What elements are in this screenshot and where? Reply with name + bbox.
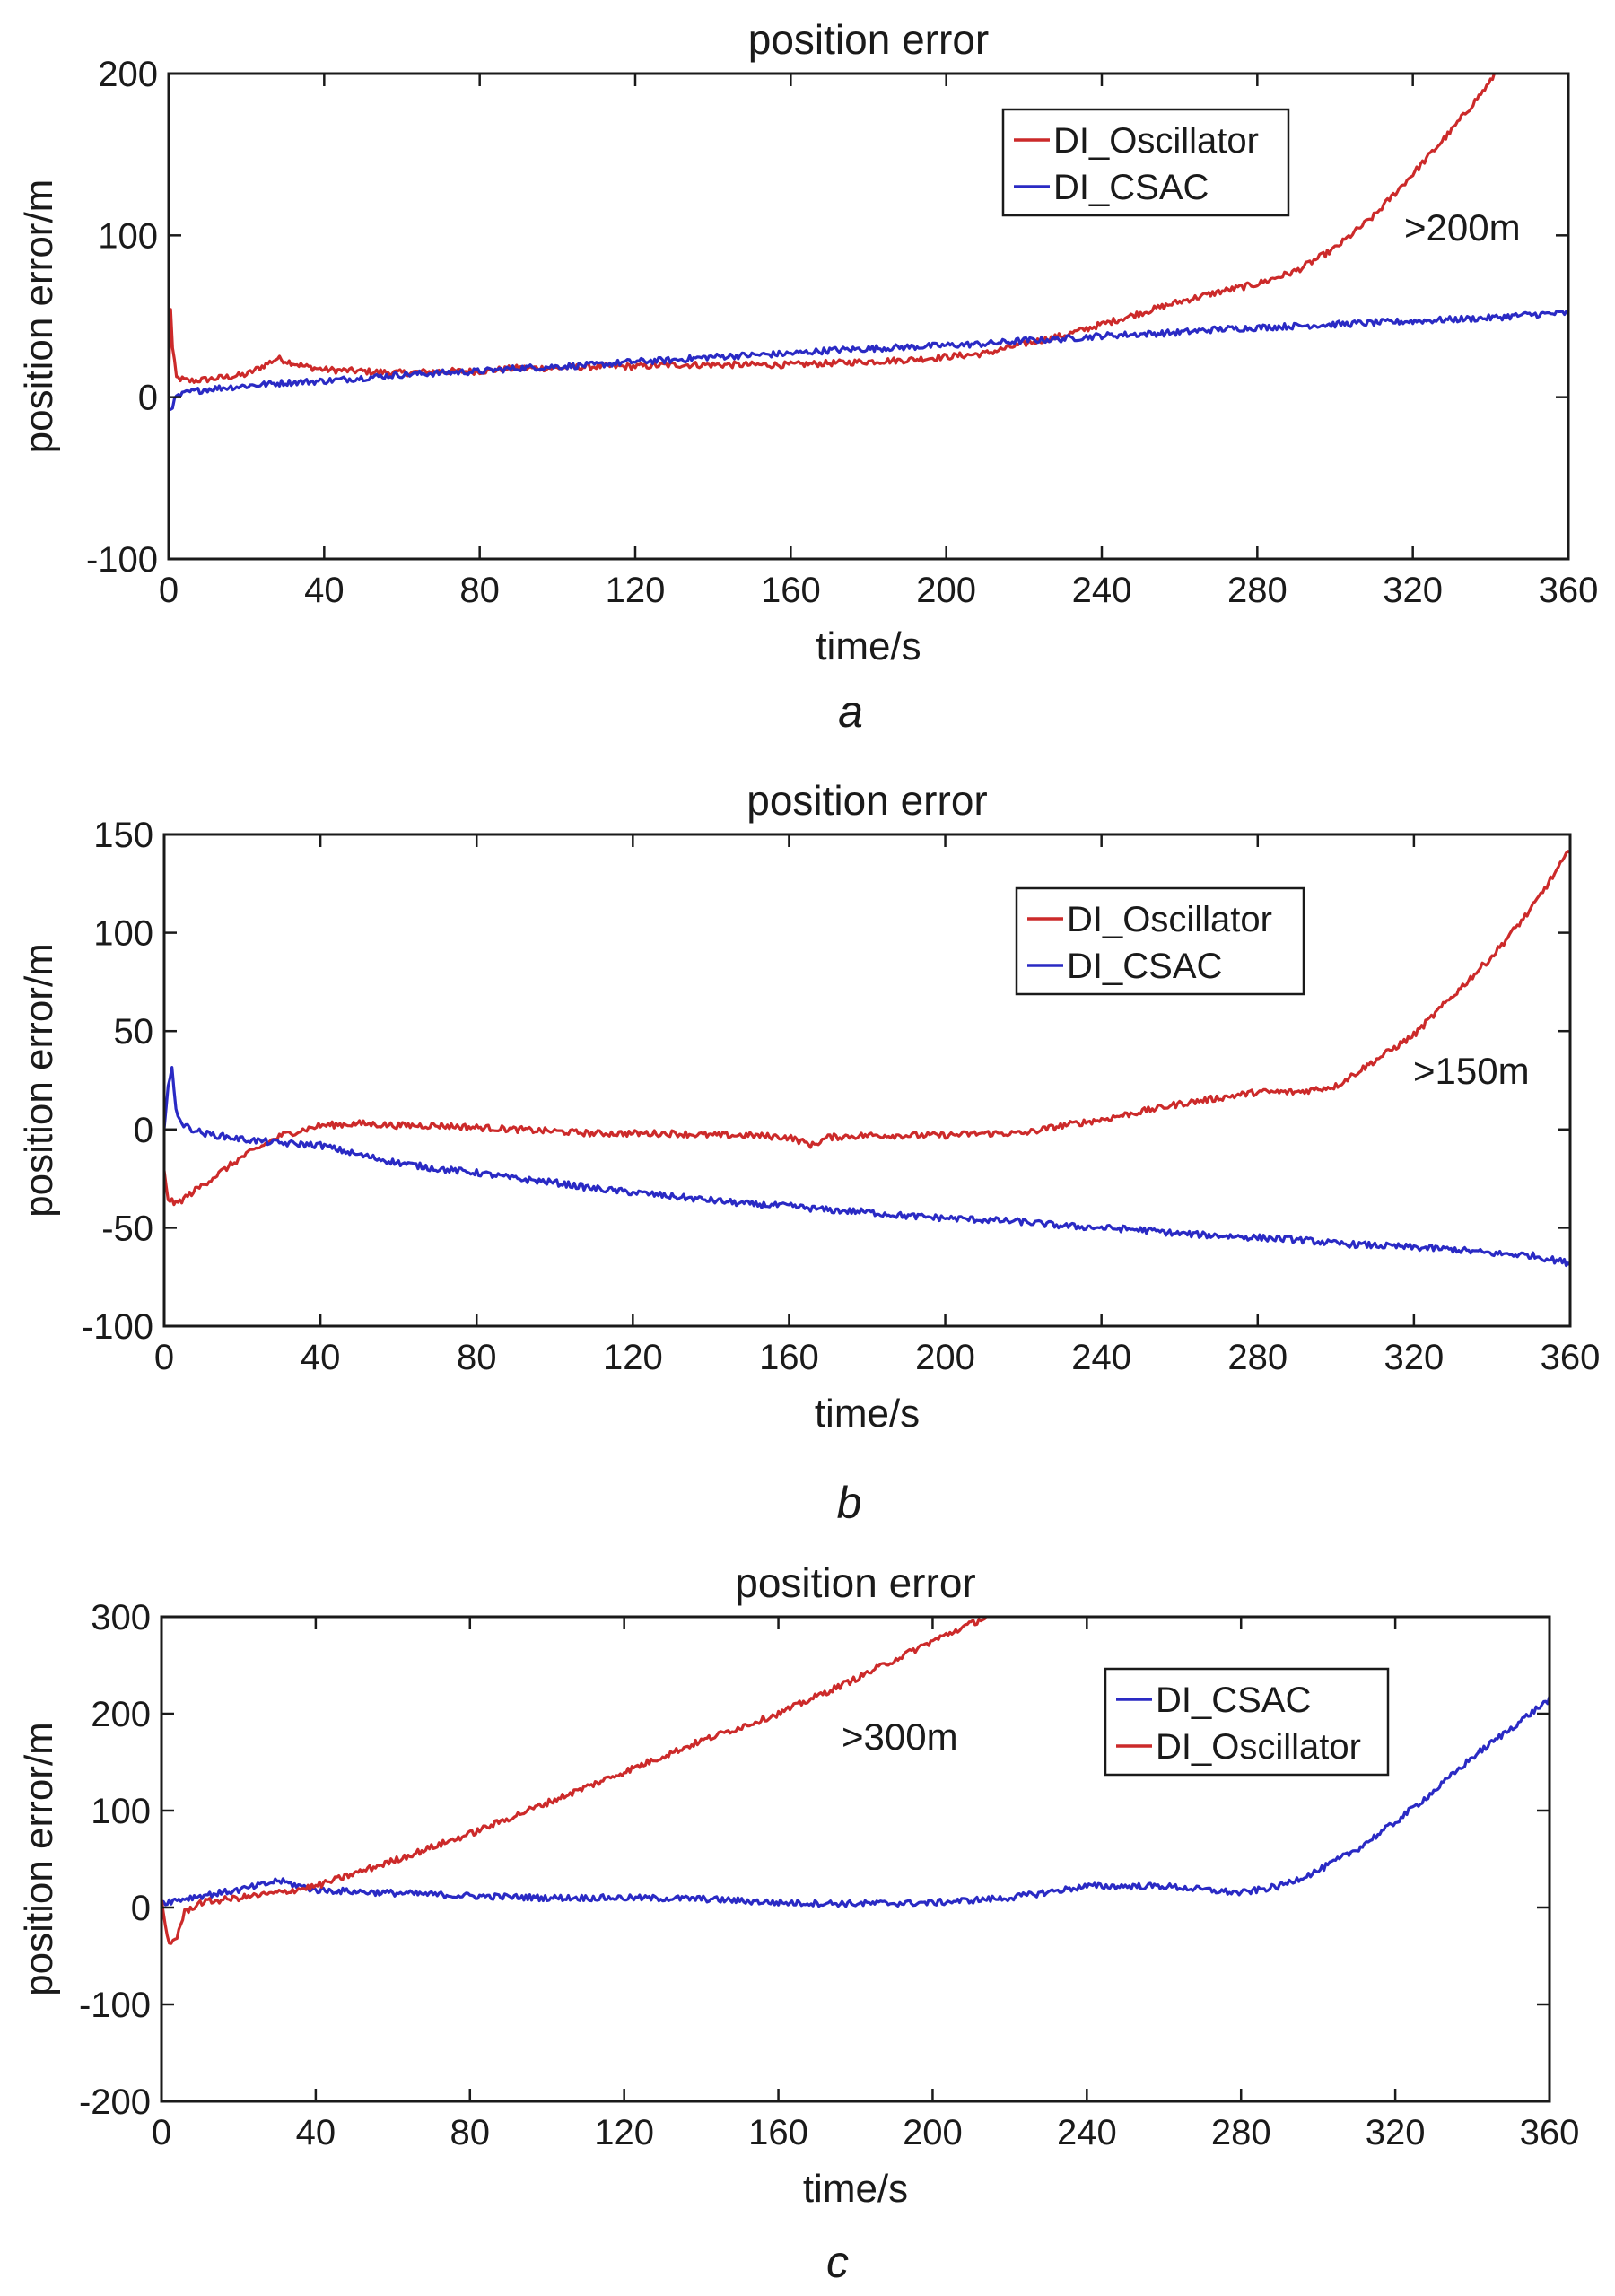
panel-label: b	[837, 1478, 862, 1528]
legend-entry: DI_Oscillator	[1067, 900, 1272, 939]
y-tick-label: 100	[98, 216, 158, 256]
x-tick-label: 320	[1383, 571, 1443, 610]
y-tick-label: 0	[134, 1111, 153, 1150]
y-tick-label: 0	[138, 379, 158, 418]
x-tick-label: 40	[296, 2113, 336, 2152]
x-tick-label: 0	[154, 1338, 174, 1377]
series-line-di-oscillator	[169, 74, 1497, 384]
y-tick-label: 300	[91, 1598, 151, 1637]
x-tick-label: 360	[1539, 571, 1599, 610]
chart-title: position error	[735, 1559, 975, 1606]
y-tick-label: 50	[114, 1012, 154, 1052]
legend: DI_Oscillator DI_CSAC	[1001, 108, 1290, 217]
panel-label: c	[826, 2237, 849, 2287]
x-tick-label: 40	[301, 1338, 341, 1377]
x-tick-label: 320	[1384, 1338, 1445, 1377]
chart-title: position error	[748, 16, 989, 63]
y-tick-label: -200	[79, 2082, 151, 2122]
legend-entry: DI_Oscillator	[1156, 1727, 1361, 1767]
legend-entry: DI_CSAC	[1156, 1681, 1311, 1720]
annotation-label: >300m	[842, 1715, 958, 1758]
series-line-di-csac	[164, 1066, 1570, 1268]
y-tick-label: -100	[79, 1986, 151, 2025]
plot-frame	[160, 1615, 1551, 2103]
annotation-label: >200m	[1404, 206, 1521, 249]
x-axis-label: time/s	[803, 2167, 908, 2211]
legend-entry: DI_Oscillator	[1053, 121, 1259, 161]
x-tick-label: 40	[304, 571, 345, 610]
y-tick-label: 200	[98, 55, 158, 94]
x-tick-label: 360	[1520, 2113, 1580, 2152]
legend: DI_CSAC DI_Oscillator	[1104, 1667, 1390, 1777]
legend: DI_Oscillator DI_CSAC	[1015, 886, 1305, 996]
x-tick-label: 80	[457, 1338, 497, 1377]
plot-frame	[162, 833, 1572, 1328]
y-tick-label: 150	[93, 816, 153, 855]
chart-panel-c: 0 40 80 120 160 200 240 280 320 360 -200 -100 0 100 20…	[17, 1559, 1579, 2287]
y-axis-label: position error/m	[17, 179, 61, 454]
panel-label: a	[838, 686, 863, 737]
y-tick-label: 100	[93, 914, 153, 954]
x-tick-label: 280	[1227, 571, 1288, 610]
series-line-di-csac	[162, 1696, 1550, 1908]
legend-box	[1001, 108, 1290, 217]
series-line-di-oscillator	[162, 1617, 988, 1945]
y-tick-label: -100	[82, 1307, 153, 1347]
chart-panel-a: 0 40 80 120 160 200 240 280 320 360-1000100200pos…	[17, 16, 1598, 737]
x-tick-label: 240	[1057, 2113, 1117, 2152]
x-tick-label: 120	[603, 1338, 663, 1377]
x-tick-label: 160	[748, 2113, 808, 2152]
x-axis-label: time/s	[816, 624, 921, 668]
x-tick-label: 280	[1227, 1338, 1288, 1377]
x-tick-label: 280	[1211, 2113, 1271, 2152]
legend-entry: DI_CSAC	[1067, 947, 1222, 986]
series-line-di-csac	[169, 310, 1568, 412]
chart-title: position error	[746, 777, 987, 824]
x-tick-label: 200	[916, 571, 976, 610]
x-tick-label: 360	[1541, 1338, 1601, 1377]
series-line-di-oscillator	[164, 850, 1570, 1207]
y-tick-label: 100	[91, 1792, 151, 1831]
x-tick-label: 160	[759, 1338, 819, 1377]
x-tick-label: 240	[1071, 1338, 1131, 1377]
x-tick-label: 120	[606, 571, 666, 610]
x-tick-label: 200	[915, 1338, 975, 1377]
plot-frame	[167, 72, 1570, 561]
x-tick-label: 240	[1072, 571, 1132, 610]
x-axis-label: time/s	[815, 1392, 920, 1436]
legend-box	[1104, 1667, 1390, 1777]
legend-box	[1015, 886, 1305, 996]
x-tick-label: 320	[1366, 2113, 1426, 2152]
x-tick-label: 80	[459, 571, 500, 610]
x-tick-label: 0	[152, 2113, 171, 2152]
y-tick-label: -50	[101, 1209, 153, 1248]
legend-entry: DI_CSAC	[1053, 168, 1209, 207]
chart-panel-b: 0 40 80 120 160 200 240 280 320 360 -100 -50 0 50 100 1…	[17, 777, 1600, 1528]
x-tick-label: 0	[159, 571, 179, 610]
x-tick-label: 160	[761, 571, 821, 610]
x-tick-label: 200	[903, 2113, 963, 2152]
y-tick-label: -100	[86, 540, 158, 580]
y-tick-label: 0	[131, 1889, 151, 1928]
y-axis-label: position error/m	[17, 1722, 61, 1996]
y-axis-label: position error/m	[17, 943, 61, 1218]
x-tick-label: 80	[450, 2113, 491, 2152]
annotation-label: >150m	[1413, 1050, 1530, 1092]
x-tick-label: 120	[594, 2113, 654, 2152]
y-tick-label: 200	[91, 1695, 151, 1734]
